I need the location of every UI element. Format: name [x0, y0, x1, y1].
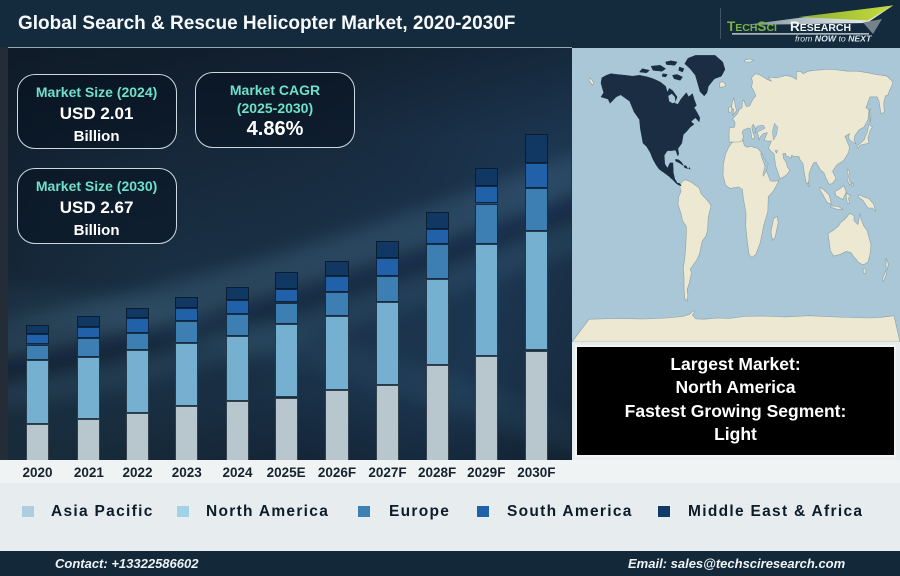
svg-text:TECHSCI: TECHSCI: [727, 19, 777, 34]
svg-text:from NOW to NEXT: from NOW to NEXT: [795, 34, 872, 44]
svg-text:RESEARCH: RESEARCH: [790, 19, 851, 34]
